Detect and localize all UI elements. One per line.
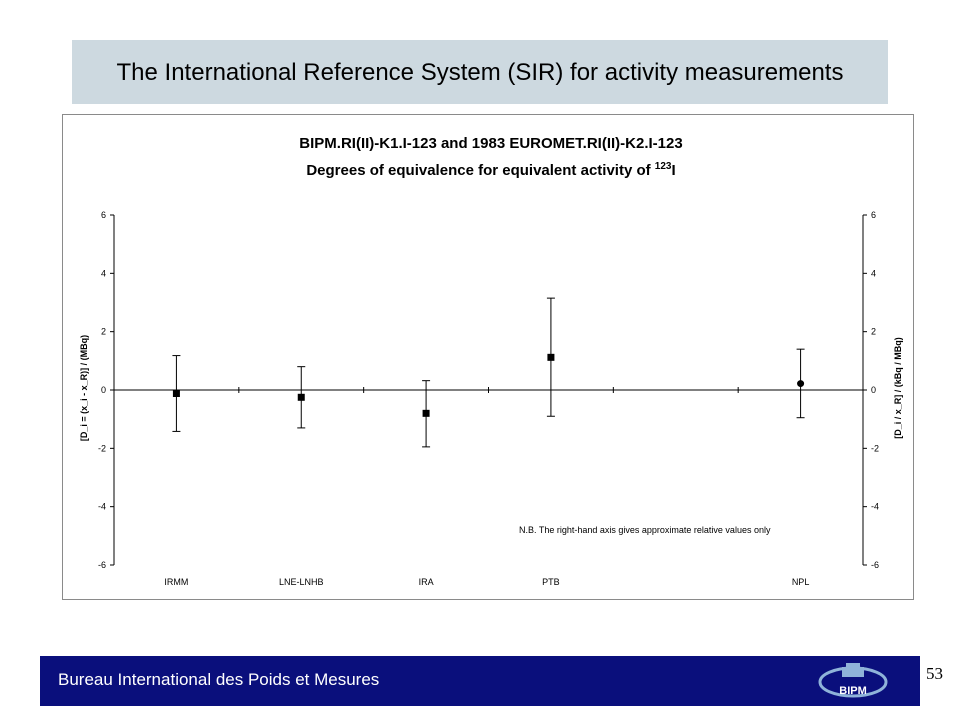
- y-tick-label-left: 4: [101, 268, 106, 278]
- x-tick-label: NPL: [792, 577, 810, 587]
- bipm-logo-icon: BIPM: [818, 663, 888, 698]
- y-tick-label-right: -2: [871, 443, 879, 453]
- y-tick-label-right: 4: [871, 268, 876, 278]
- y-tick-label-left: 6: [101, 210, 106, 220]
- chart-subtitle-sup: 123: [655, 161, 672, 172]
- data-point: [547, 353, 555, 361]
- degrees-of-equivalence-chart: BIPM.RI(II)-K1.I-123 and 1983 EUROMET.RI…: [79, 135, 903, 587]
- x-tick-label: PTB: [542, 577, 560, 587]
- chart-frame: BIPM.RI(II)-K1.I-123 and 1983 EUROMET.RI…: [62, 114, 914, 600]
- footer-organization-name: Bureau International des Poids et Mesure…: [58, 670, 380, 689]
- y-tick-label-left: -2: [98, 443, 106, 453]
- chart-annotation: N.B. The right-hand axis gives approxima…: [519, 525, 771, 535]
- slide-title: The International Reference System (SIR)…: [72, 40, 888, 104]
- y-tick-label-right: -6: [871, 560, 879, 570]
- data-point: [172, 390, 180, 397]
- y-tick-label-right: -4: [871, 502, 879, 512]
- footer-bar: Bureau International des Poids et Mesure…: [40, 656, 920, 706]
- y-tick-label-left: 2: [101, 327, 106, 337]
- data-point: [797, 380, 805, 388]
- plot-area: -6 -4 -2 0 2 4 6 -6 -4 -2 0 2 4 6 IRMM LNE-LNHB IRA PTB NP…: [98, 210, 879, 587]
- bipm-logo-text: BIPM: [839, 685, 867, 697]
- y-tick-label-left: -6: [98, 560, 106, 570]
- x-tick-label: IRA: [419, 577, 434, 587]
- x-tick-label: IRMM: [164, 577, 188, 587]
- y-axis-label-left: [D_i = (x_i - x_R)] / (MBq): [79, 335, 89, 441]
- y-axis-label-right: [D_i / x_R] / (kBq / MBq): [893, 337, 903, 439]
- y-tick-label-left: -4: [98, 502, 106, 512]
- y-tick-label-right: 2: [871, 327, 876, 337]
- chart-subtitle-prefix: Degrees of equivalence for equivalent ac…: [306, 162, 654, 179]
- chart-subtitle: Degrees of equivalence for equivalent ac…: [306, 161, 675, 179]
- chart-title: BIPM.RI(II)-K1.I-123 and 1983 EUROMET.RI…: [299, 135, 682, 152]
- y-tick-label-right: 0: [871, 385, 876, 395]
- y-tick-label-left: 0: [101, 385, 106, 395]
- data-point: [422, 409, 430, 417]
- data-point: [297, 393, 305, 401]
- page-number: 53: [926, 664, 943, 683]
- x-tick-label: LNE-LNHB: [279, 577, 324, 587]
- chart-subtitle-suffix: I: [671, 162, 675, 179]
- y-tick-label-right: 6: [871, 210, 876, 220]
